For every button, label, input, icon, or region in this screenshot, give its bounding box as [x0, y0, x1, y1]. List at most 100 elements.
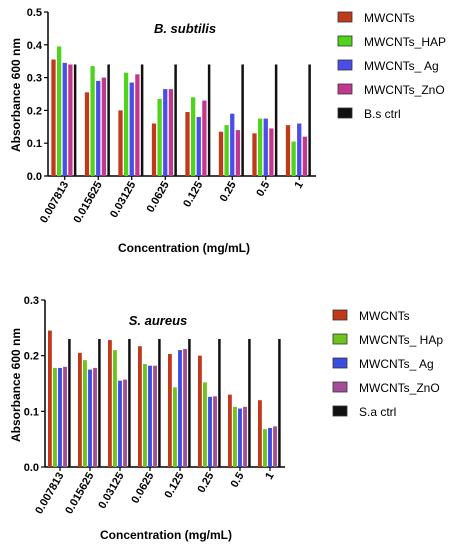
- bar-mwcnts-zno-0.0625: [153, 365, 157, 467]
- x-tick-label: 0.03125: [96, 471, 126, 511]
- y-tick-label: 0.3: [27, 73, 42, 85]
- y-tick-label: 0.0: [27, 171, 42, 183]
- bar-mwcnts-0.125: [168, 353, 172, 467]
- bar-mwcnts-ag-0.25: [230, 113, 235, 176]
- legend-label: B.s ctrl: [364, 107, 401, 121]
- legend: MWCNTs MWCNTs_HAP MWCNTs_ Ag MWCNTs_ZnO B.s …: [337, 11, 446, 121]
- bar-mwcnts-ag-0.0625: [163, 89, 168, 176]
- x-axis-title: Concentration (mg/mL): [100, 528, 232, 542]
- y-tick-label: 0.1: [27, 138, 42, 150]
- bar-s-a-ctrl-0.015625: [98, 338, 101, 467]
- legend-label: MWCNTs_ HAp: [359, 333, 443, 347]
- bar-mwcnts-ag-0.5: [238, 408, 242, 467]
- bar-mwcnts-zno-0.015625: [93, 367, 97, 467]
- y-ticks: 0.0 0.1 0.2 0.3 0.4 0.5: [27, 7, 48, 183]
- x-tick-label: 1: [263, 471, 276, 482]
- x-tick-label: 0.5: [229, 471, 247, 490]
- bar-mwcnts-zno-0.5: [243, 406, 247, 467]
- legend-label: S.a ctrl: [359, 405, 396, 419]
- bar-mwcnts-0.25: [198, 355, 202, 467]
- bar-mwcnts-ag-1: [297, 123, 302, 176]
- bar-mwcnts-zno-0.0625: [168, 89, 174, 176]
- bar-s-a-ctrl-0.25: [218, 338, 221, 467]
- y-tick-label: 0.5: [27, 7, 42, 19]
- chart-title: B. subtilis: [154, 21, 216, 36]
- x-tick-label: 0.007813: [33, 471, 66, 517]
- bar-mwcnts-0.125: [185, 112, 190, 176]
- y-tick-label: 0.4: [27, 40, 43, 52]
- bar-mwcnts-ag-0.015625: [96, 80, 101, 176]
- bar-mwcnts-hap-0.015625: [83, 360, 87, 467]
- legend-swatch: [337, 107, 353, 119]
- bar-mwcnts-0.5: [228, 394, 232, 467]
- x-axis-title: Concentration (mg/mL): [118, 241, 250, 255]
- bar-mwcnts-ag-0.007813: [62, 62, 67, 177]
- bar-mwcnts-ag-0.007813: [58, 367, 62, 467]
- bar-b-s-ctrl-1: [308, 64, 311, 176]
- bar-b-s-ctrl-0.25: [241, 64, 244, 176]
- bar-mwcnts-hap-0.007813: [56, 46, 62, 176]
- bar-mwcnts-zno-0.015625: [101, 77, 107, 176]
- bar-mwcnts-hap-0.015625: [90, 66, 95, 176]
- bar-mwcnts-ag-0.5: [263, 118, 268, 176]
- bar-mwcnts-hap-0.0625: [157, 98, 162, 176]
- x-tick-label: 0.015625: [72, 180, 105, 226]
- bar-b-s-ctrl-0.015625: [107, 64, 110, 176]
- bar-mwcnts-hap-0.25: [203, 382, 207, 467]
- x-tick-label: 0.0625: [129, 471, 156, 506]
- x-tick-label: 0.5: [254, 180, 272, 199]
- bar-s-a-ctrl-0.5: [248, 338, 251, 467]
- bar-mwcnts-0.5: [252, 133, 257, 176]
- bar-mwcnts-0.015625: [84, 92, 90, 176]
- bar-mwcnts-0.0625: [151, 123, 157, 176]
- bar-mwcnts-1: [285, 125, 291, 176]
- x-tick-label: 0.0625: [145, 180, 172, 215]
- bar-mwcnts-hap-0.03125: [113, 350, 117, 467]
- legend-swatch: [332, 333, 348, 345]
- bar-mwcnts-zno-1: [302, 136, 308, 176]
- bar-mwcnts-zno-0.125: [202, 100, 207, 176]
- chart-title: S. aureus: [129, 313, 188, 328]
- bar-s-a-ctrl-0.03125: [128, 338, 131, 467]
- x-tick-label: 0.015625: [63, 471, 96, 517]
- legend-swatch: [337, 59, 353, 71]
- bar-mwcnts-ag-0.03125: [118, 380, 122, 467]
- legend-label: MWCNTs_ Ag: [364, 59, 439, 73]
- x-tick-label: 0.25: [195, 471, 216, 496]
- y-ticks: 0.0 0.1 0.2 0.3: [24, 295, 45, 474]
- bar-mwcnts-zno-0.03125: [135, 74, 140, 176]
- bar-mwcnts-0.0625: [138, 346, 142, 467]
- legend: MWCNTs MWCNTs_ HAp MWCNTs_ Ag MWCNTs_ZnO S.a…: [332, 309, 443, 419]
- bar-s-a-ctrl-0.007813: [68, 338, 71, 467]
- bar-mwcnts-zno-0.007813: [68, 64, 73, 176]
- legend-swatch: [332, 405, 348, 417]
- bar-mwcnts-0.007813: [51, 59, 56, 177]
- legend-label: MWCNTs: [364, 11, 415, 25]
- bar-mwcnts-ag-0.0625: [148, 365, 152, 467]
- bar-mwcnts-ag-0.125: [196, 116, 201, 176]
- chart-b-subtilis: B. subtilis Absorbance 600 nm Concentrat…: [9, 7, 446, 255]
- bar-mwcnts-0.03125: [118, 110, 123, 176]
- y-tick-label: 0.0: [24, 462, 39, 474]
- bar-s-a-ctrl-0.0625: [158, 338, 161, 467]
- bar-mwcnts-0.015625: [78, 352, 82, 467]
- bar-mwcnts-ag-0.125: [178, 350, 182, 467]
- legend-swatch: [332, 309, 348, 321]
- legend-swatch: [332, 381, 348, 393]
- bar-mwcnts-hap-0.125: [190, 97, 196, 176]
- legend-label: MWCNTs_ Ag: [359, 357, 434, 371]
- legend-swatch: [337, 11, 353, 23]
- bar-mwcnts-hap-0.125: [173, 387, 177, 467]
- legend-swatch: [332, 357, 348, 369]
- bar-b-s-ctrl-0.0625: [174, 64, 177, 176]
- bar-mwcnts-hap-1: [291, 141, 296, 176]
- y-tick-label: 0.1: [24, 406, 39, 418]
- bar-s-a-ctrl-1: [278, 338, 281, 467]
- bar-mwcnts-ag-0.03125: [129, 82, 134, 176]
- bar-mwcnts-0.03125: [108, 340, 112, 467]
- bar-mwcnts-1: [258, 400, 262, 467]
- bar-mwcnts-zno-0.25: [213, 396, 217, 467]
- bar-mwcnts-zno-0.25: [235, 130, 241, 176]
- bar-mwcnts-hap-0.007813: [53, 367, 57, 467]
